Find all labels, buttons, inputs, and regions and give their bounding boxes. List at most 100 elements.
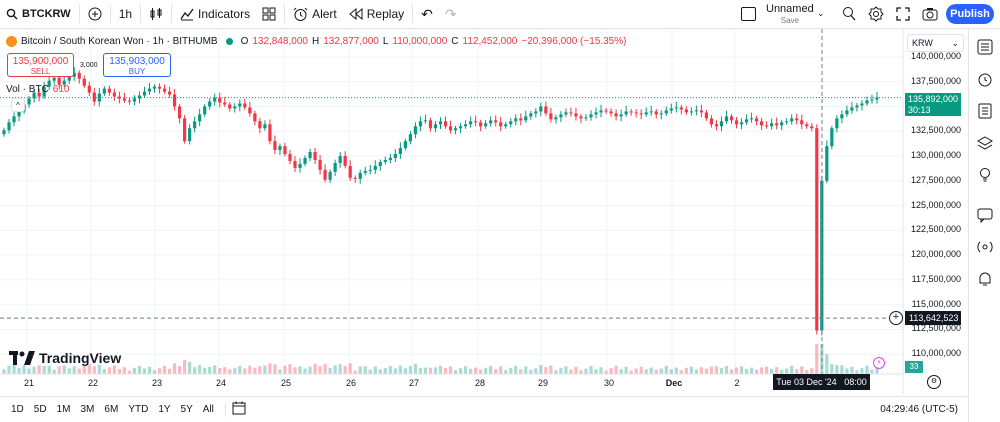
volume-bar [258, 366, 262, 374]
quick-search-button[interactable] [842, 6, 856, 25]
volume-bar [474, 367, 478, 374]
volume-bar [724, 366, 729, 374]
range-button-1y[interactable]: 1Y [158, 404, 171, 415]
volume-bar [408, 366, 412, 374]
range-button-3m[interactable]: 3M [80, 404, 95, 415]
volume-bar [594, 369, 598, 374]
candle [293, 160, 297, 168]
volume-bar [283, 365, 287, 374]
undo-button[interactable]: ↶ [415, 0, 439, 29]
candle [408, 134, 412, 142]
clock-timezone[interactable]: 04:29:46 (UTC-5) [880, 404, 958, 415]
indicators-button[interactable]: Indicators [174, 0, 256, 29]
templates-button[interactable] [256, 0, 282, 29]
candle [32, 92, 36, 99]
price-tick-label: 115,000,000 [911, 298, 961, 309]
chart-settings-icon[interactable]: ⚙ [927, 375, 941, 389]
symbol-search-button[interactable]: BTCKRW [0, 0, 77, 29]
range-button-1m[interactable]: 1M [56, 404, 71, 415]
currency-select[interactable]: KRW ⌄ [907, 34, 964, 52]
layers-button[interactable] [969, 127, 1000, 159]
candle [122, 98, 127, 101]
candle [208, 101, 212, 107]
price-chart[interactable] [0, 29, 968, 397]
collapse-legend-button[interactable]: ^ [11, 98, 25, 112]
candle [82, 78, 86, 86]
volume-bar [674, 367, 678, 374]
publish-button[interactable]: Publish [946, 4, 994, 24]
indicators-label: Indicators [198, 7, 251, 21]
candle [749, 118, 754, 120]
candle [825, 146, 829, 181]
alarm-clock-icon [978, 73, 991, 87]
volume-bar [32, 366, 36, 374]
volume-bar [458, 368, 463, 374]
settings-button[interactable] [868, 6, 884, 25]
go-to-date-button[interactable] [232, 401, 246, 418]
volume-bar [293, 367, 297, 374]
fullscreen-button[interactable] [896, 7, 910, 24]
buy-label: BUY [128, 67, 146, 76]
volume-bar [689, 366, 693, 374]
chart-type-button[interactable] [143, 0, 169, 29]
snapshot-button[interactable] [922, 7, 938, 24]
candles [2, 67, 879, 336]
candle [27, 98, 31, 105]
chat-icon [977, 208, 992, 223]
volume-bar [122, 367, 127, 374]
volume-bar [805, 370, 809, 374]
volume-bar [17, 368, 21, 374]
layout-name-button[interactable]: Unnamed Save [766, 4, 814, 26]
volume-bar [855, 370, 859, 374]
chevron-down-icon[interactable]: ⌄ [817, 8, 825, 18]
volume-bar [288, 364, 292, 374]
alerts-button[interactable] [969, 63, 1000, 95]
watchlist-button[interactable] [969, 31, 1000, 63]
volume-bar [203, 367, 207, 374]
lightning-icon[interactable]: ⚡ [873, 357, 885, 369]
range-button-5d[interactable]: 5D [33, 404, 47, 415]
range-button-1d[interactable]: 1D [11, 404, 24, 415]
compare-button[interactable] [82, 0, 108, 29]
sell-button[interactable]: 135,900,000 SELL [7, 53, 74, 77]
range-button-6m[interactable]: 6M [104, 404, 119, 415]
chat-button[interactable] [969, 199, 1000, 231]
add-alert-plus-button[interactable]: + [889, 311, 903, 326]
candle [458, 126, 463, 129]
layout-name: Unnamed [766, 3, 814, 15]
layout-select-checkbox[interactable] [741, 7, 756, 21]
volume-bar [413, 363, 418, 374]
buy-button[interactable]: 135,903,000 BUY [103, 53, 171, 77]
candle [519, 118, 523, 121]
redo-button[interactable]: ↷ [439, 0, 463, 29]
range-button-all[interactable]: All [202, 404, 214, 415]
candle [218, 97, 222, 103]
hotlists-button[interactable] [969, 231, 1000, 263]
candle [323, 169, 327, 180]
alert-button[interactable]: Alert [287, 0, 343, 29]
volume-bar [704, 368, 709, 374]
quick-search-icon [843, 7, 856, 21]
volume-bar [519, 369, 523, 374]
plus-icon: + [892, 311, 900, 324]
volume-bar [142, 368, 147, 374]
volume-bar [157, 368, 162, 374]
volume-bar [102, 369, 106, 374]
volume-bar [333, 365, 337, 374]
ideas-button[interactable] [969, 159, 1000, 191]
candle [850, 107, 854, 111]
volume-bar [875, 367, 879, 374]
candle [559, 114, 563, 118]
candle [92, 92, 96, 102]
candle [659, 113, 663, 115]
range-button-5y[interactable]: 5Y [180, 404, 193, 415]
object-tree-button[interactable] [969, 95, 1000, 127]
notifications-button[interactable] [969, 263, 1000, 295]
range-button-ytd[interactable]: YTD [128, 404, 149, 415]
volume-bar [338, 364, 342, 374]
volume-bar [268, 363, 272, 374]
candle [198, 114, 202, 122]
replay-button[interactable]: Replay [343, 0, 410, 29]
tradingview-logo[interactable]: TradingView [9, 350, 121, 366]
interval-button[interactable]: 1h [113, 0, 138, 29]
